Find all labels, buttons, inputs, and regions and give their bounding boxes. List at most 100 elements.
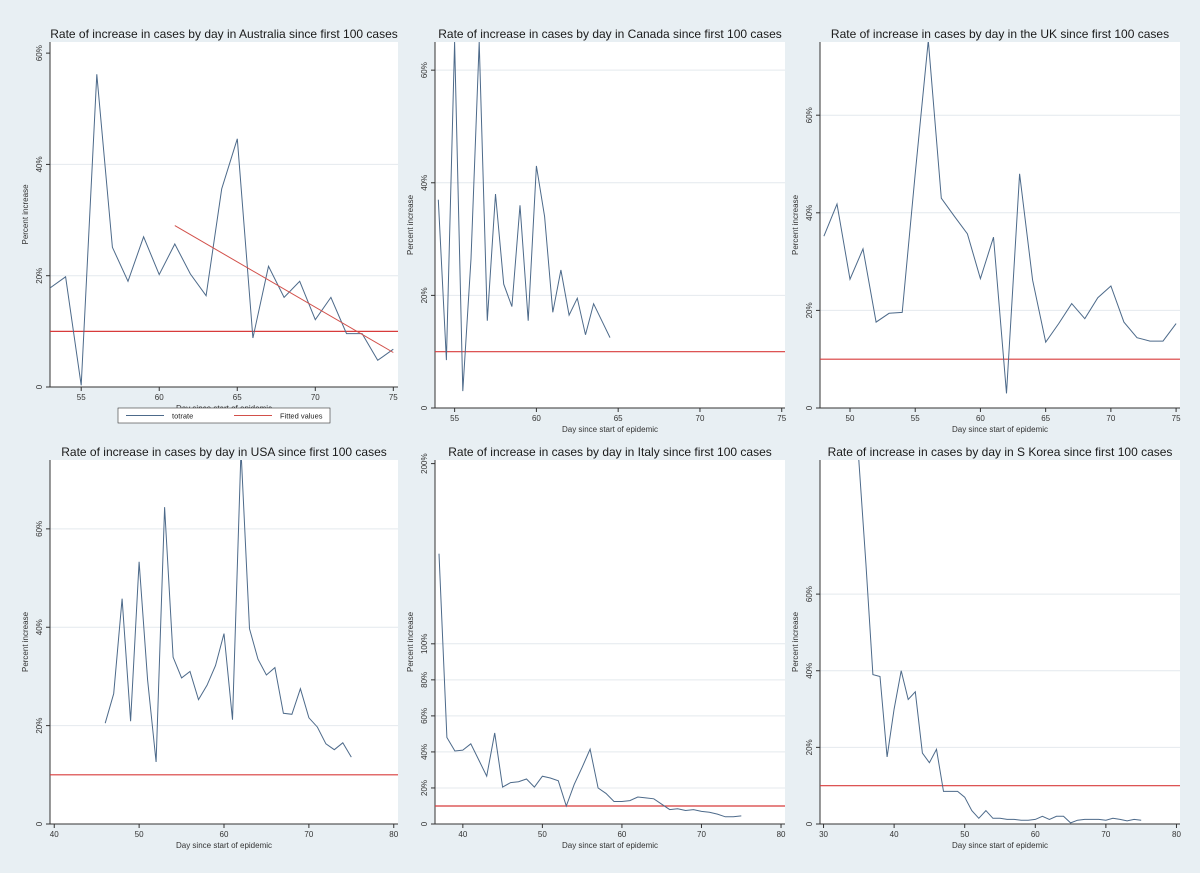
y-tick-label: 200% [420,453,429,473]
x-tick-label: 80 [389,830,398,839]
y-axis-label: Percent increase [21,184,30,245]
x-tick-label: 70 [304,830,313,839]
chart-panel-2: Rate of increase in cases by day in the … [791,20,1192,434]
chart-title: Rate of increase in cases by day in Aust… [50,27,398,41]
x-tick-label: 80 [1172,830,1181,839]
x-tick-label: 60 [155,393,164,402]
y-tick-label: 20% [805,739,814,755]
series-line-0 [437,42,611,392]
y-tick-label: 20% [420,780,429,796]
x-tick-label: 70 [697,830,706,839]
x-axis-label: Day since start of epidemic [176,841,272,850]
chart-panel-0: Rate of increase in cases by day in Aust… [10,20,400,432]
plot-area [50,42,398,387]
series-line-0 [50,74,394,386]
x-tick-label: 75 [389,393,398,402]
x-tick-label: 40 [458,830,467,839]
y-tick-label: 0 [420,821,429,826]
x-tick-label: 50 [135,830,144,839]
x-tick-label: 50 [846,414,855,423]
y-tick-label: 20% [35,718,44,734]
y-tick-label: 80% [420,672,429,688]
y-tick-label: 60% [805,107,814,123]
chart-title: Rate of increase in cases by day in Cana… [438,27,782,41]
plot-area [435,42,785,408]
x-tick-label: 80 [777,830,786,839]
x-tick-label: 40 [890,830,899,839]
y-axis-label: Percent increase [406,611,415,672]
x-tick-label: 70 [1101,830,1110,839]
series-line-0 [438,553,742,818]
x-tick-label: 30 [819,830,828,839]
y-tick-label: 20% [805,302,814,318]
x-tick-label: 40 [50,830,59,839]
y-tick-label: 40% [805,205,814,221]
y-tick-label: 20% [420,287,429,303]
x-tick-label: 65 [614,414,623,423]
y-tick-label: 60% [420,708,429,724]
x-tick-label: 65 [1041,414,1050,423]
x-tick-label: 55 [911,414,920,423]
x-axis-label: Day since start of epidemic [952,425,1048,434]
y-tick-label: 20% [35,268,44,284]
chart-panel-5: Rate of increase in cases by day in S Ko… [791,438,1192,860]
y-tick-label: 40% [420,744,429,760]
x-tick-label: 75 [1172,414,1181,423]
series-line-0 [823,42,1177,394]
y-axis-label: Percent increase [406,194,415,255]
legend-label: totrate [172,412,193,421]
chart-title: Rate of increase in cases by day in the … [831,27,1169,41]
x-tick-label: 60 [617,830,626,839]
x-tick-label: 65 [233,393,242,402]
y-axis-label: Percent increase [21,611,30,672]
y-tick-label: 0 [35,384,44,389]
plot-area [820,42,1180,408]
y-tick-label: 40% [805,663,814,679]
legend: totrate Fitted values [117,407,331,424]
plot-area [50,460,398,824]
chart-panel-4: Rate of increase in cases by day in Ital… [406,438,796,860]
chart-title: Rate of increase in cases by day in USA … [61,445,387,459]
x-tick-label: 70 [311,393,320,402]
chart-panel-3: Rate of increase in cases by day in USA … [10,438,400,860]
y-tick-label: 0 [805,405,814,410]
legend-box [117,407,331,424]
y-tick-label: 100% [420,634,429,654]
x-tick-label: 70 [696,414,705,423]
x-axis-label: Day since start of epidemic [562,841,658,850]
y-tick-label: 40% [35,619,44,635]
y-tick-label: 60% [805,586,814,602]
x-axis-label: Day since start of epidemic [952,841,1048,850]
series-line-0 [858,460,1142,824]
x-tick-label: 75 [777,414,786,423]
y-tick-label: 0 [35,821,44,826]
chart-title: Rate of increase in cases by day in S Ko… [828,445,1173,459]
y-axis-label: Percent increase [791,194,800,255]
chart-panel-1: Rate of increase in cases by day in Cana… [406,20,796,434]
x-tick-label: 60 [220,830,229,839]
y-tick-label: 40% [420,175,429,191]
x-axis-label: Day since start of epidemic [562,425,658,434]
x-tick-label: 50 [960,830,969,839]
plot-area [435,460,785,824]
x-tick-label: 70 [1106,414,1115,423]
y-tick-label: 60% [35,521,44,537]
series-line-0 [104,460,352,763]
y-tick-label: 60% [35,45,44,61]
y-tick-label: 0 [420,405,429,410]
x-tick-label: 50 [538,830,547,839]
x-tick-label: 55 [450,414,459,423]
plot-area [820,460,1180,824]
y-tick-label: 40% [35,156,44,172]
x-tick-label: 55 [77,393,86,402]
fitted-values-line [174,225,394,353]
y-axis-label: Percent increase [791,611,800,672]
x-tick-label: 60 [1031,830,1040,839]
x-tick-label: 60 [532,414,541,423]
x-tick-label: 60 [976,414,985,423]
y-tick-label: 60% [420,62,429,78]
chart-title: Rate of increase in cases by day in Ital… [448,445,772,459]
legend-label: Fitted values [280,412,323,421]
y-tick-label: 0 [805,821,814,826]
